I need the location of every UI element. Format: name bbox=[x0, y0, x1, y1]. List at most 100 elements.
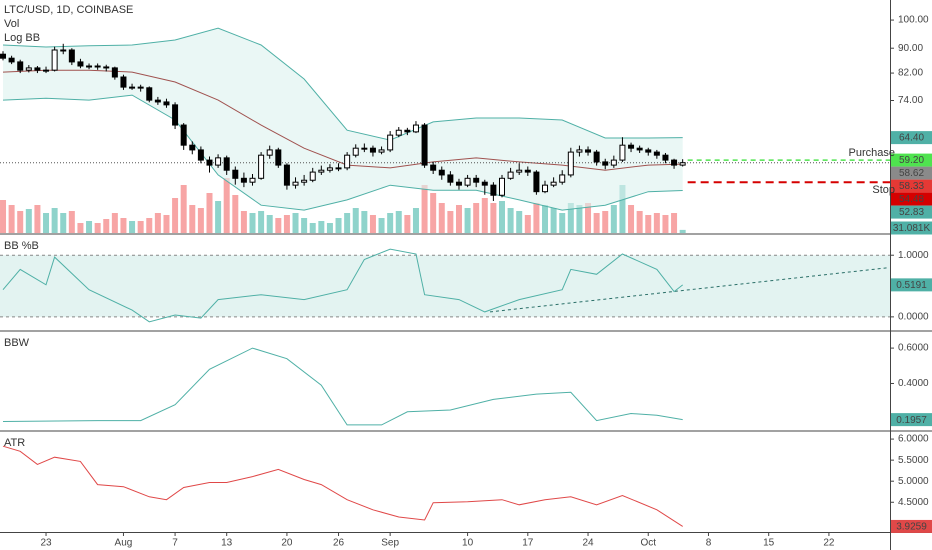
volume-bar bbox=[671, 213, 678, 233]
axes: 23 Aug 7 13 20 26 Sep 10 17 24 Oct 8 15 22 100.00 90.00… bbox=[40, 15, 932, 549]
candle-body bbox=[120, 76, 127, 88]
volume-bar bbox=[275, 218, 282, 233]
volume-bar bbox=[240, 211, 247, 233]
volume-bar bbox=[662, 215, 669, 233]
volume-bar bbox=[43, 213, 50, 233]
volume-bar bbox=[533, 203, 540, 233]
candle-body bbox=[309, 171, 316, 181]
candle-body bbox=[43, 69, 50, 72]
volume-bar bbox=[206, 193, 213, 233]
candle-body bbox=[318, 169, 325, 173]
candle-body bbox=[68, 49, 75, 63]
price-tag-label: 54.48 bbox=[899, 194, 924, 205]
volume-bar bbox=[258, 211, 265, 233]
volume-bar bbox=[180, 185, 187, 233]
volume-bar bbox=[412, 208, 419, 233]
candle-body bbox=[610, 159, 617, 166]
x-tick-label: 8 bbox=[706, 538, 712, 549]
volume-bar bbox=[103, 219, 110, 233]
volume-bar bbox=[481, 198, 488, 233]
candle-body bbox=[645, 149, 652, 153]
x-tick-label: 17 bbox=[522, 538, 534, 549]
volume-bar bbox=[146, 218, 153, 233]
candle-body bbox=[60, 49, 67, 52]
volume-bar bbox=[318, 221, 325, 233]
candle-body bbox=[542, 184, 549, 193]
candle-body bbox=[662, 154, 669, 161]
candle-body bbox=[137, 86, 144, 89]
candle-body bbox=[249, 177, 256, 183]
price-tag-label: 58.33 bbox=[899, 181, 924, 192]
y-tick-label: 0.6000 bbox=[898, 343, 929, 354]
bb-fill bbox=[3, 28, 683, 211]
volume-bar bbox=[602, 211, 609, 233]
candle-body bbox=[301, 179, 308, 183]
pane-title: BB %B bbox=[4, 240, 39, 252]
price-tag bbox=[891, 205, 932, 219]
candle-body bbox=[172, 104, 179, 126]
candle-body bbox=[447, 174, 454, 183]
indicator-line bbox=[2, 347, 683, 426]
price-tag-label: 3.9259 bbox=[896, 522, 927, 533]
price-tag-label: 59.20 bbox=[899, 155, 924, 166]
volume-bar bbox=[120, 218, 127, 233]
volume-bar bbox=[464, 208, 471, 233]
candle-body bbox=[473, 177, 480, 183]
chart-title: LTC/USD, 1D, COINBASE bbox=[4, 4, 133, 16]
candle-body bbox=[387, 134, 394, 151]
candle-body bbox=[524, 169, 531, 173]
x-tick-label: 10 bbox=[462, 538, 474, 549]
volume-bar bbox=[542, 205, 549, 233]
x-tick-label: Sep bbox=[381, 538, 399, 549]
x-tick-label: 20 bbox=[281, 538, 293, 549]
volume-bar bbox=[154, 213, 161, 233]
candle-body bbox=[352, 147, 359, 156]
volume-bar bbox=[395, 211, 402, 233]
candle-body bbox=[197, 149, 204, 161]
candle-body bbox=[146, 87, 153, 101]
candle-body bbox=[292, 181, 299, 186]
price-pane bbox=[0, 27, 890, 233]
candle-body bbox=[550, 181, 557, 186]
candle-body bbox=[129, 86, 136, 89]
volume-bar bbox=[172, 198, 179, 233]
candle-body bbox=[671, 159, 678, 166]
candle-body bbox=[94, 65, 101, 68]
volume-bar bbox=[189, 205, 196, 233]
candle-body bbox=[223, 157, 230, 171]
order-label: Purchase bbox=[849, 147, 895, 159]
volume-bar bbox=[628, 205, 635, 233]
x-tick-label: 24 bbox=[582, 538, 594, 549]
volume-bar bbox=[129, 221, 136, 233]
candle-body bbox=[17, 61, 24, 71]
candle-body bbox=[163, 101, 170, 106]
candle-body bbox=[275, 149, 282, 166]
candle-body bbox=[619, 144, 626, 161]
candle-body bbox=[25, 67, 32, 71]
candle-body bbox=[628, 144, 635, 149]
y-tick-label: 1.0000 bbox=[898, 250, 929, 261]
candle-body bbox=[206, 159, 213, 166]
volume-bar bbox=[266, 215, 273, 233]
candle-body bbox=[585, 149, 592, 153]
y-tick-label: 82.00 bbox=[898, 68, 923, 79]
volume-bar bbox=[34, 205, 41, 233]
volume-bar bbox=[111, 213, 118, 233]
x-tick-label: 15 bbox=[763, 538, 775, 549]
price-tag-label: 58.62 bbox=[899, 168, 924, 179]
x-tick-label: 26 bbox=[333, 538, 345, 549]
candle-body bbox=[576, 149, 583, 153]
order-label: Stop bbox=[872, 184, 895, 196]
volume-bar bbox=[215, 201, 222, 233]
candle-body bbox=[490, 184, 497, 196]
volume-bar bbox=[309, 223, 316, 233]
volume-bar bbox=[283, 215, 290, 233]
volume-bar bbox=[60, 213, 67, 233]
volume-bar bbox=[163, 215, 170, 233]
y-tick-label: 0.4000 bbox=[898, 378, 929, 389]
candle-body bbox=[653, 151, 660, 156]
price-tag bbox=[891, 278, 932, 292]
volume-bar bbox=[0, 200, 7, 233]
candle-body bbox=[189, 144, 196, 151]
